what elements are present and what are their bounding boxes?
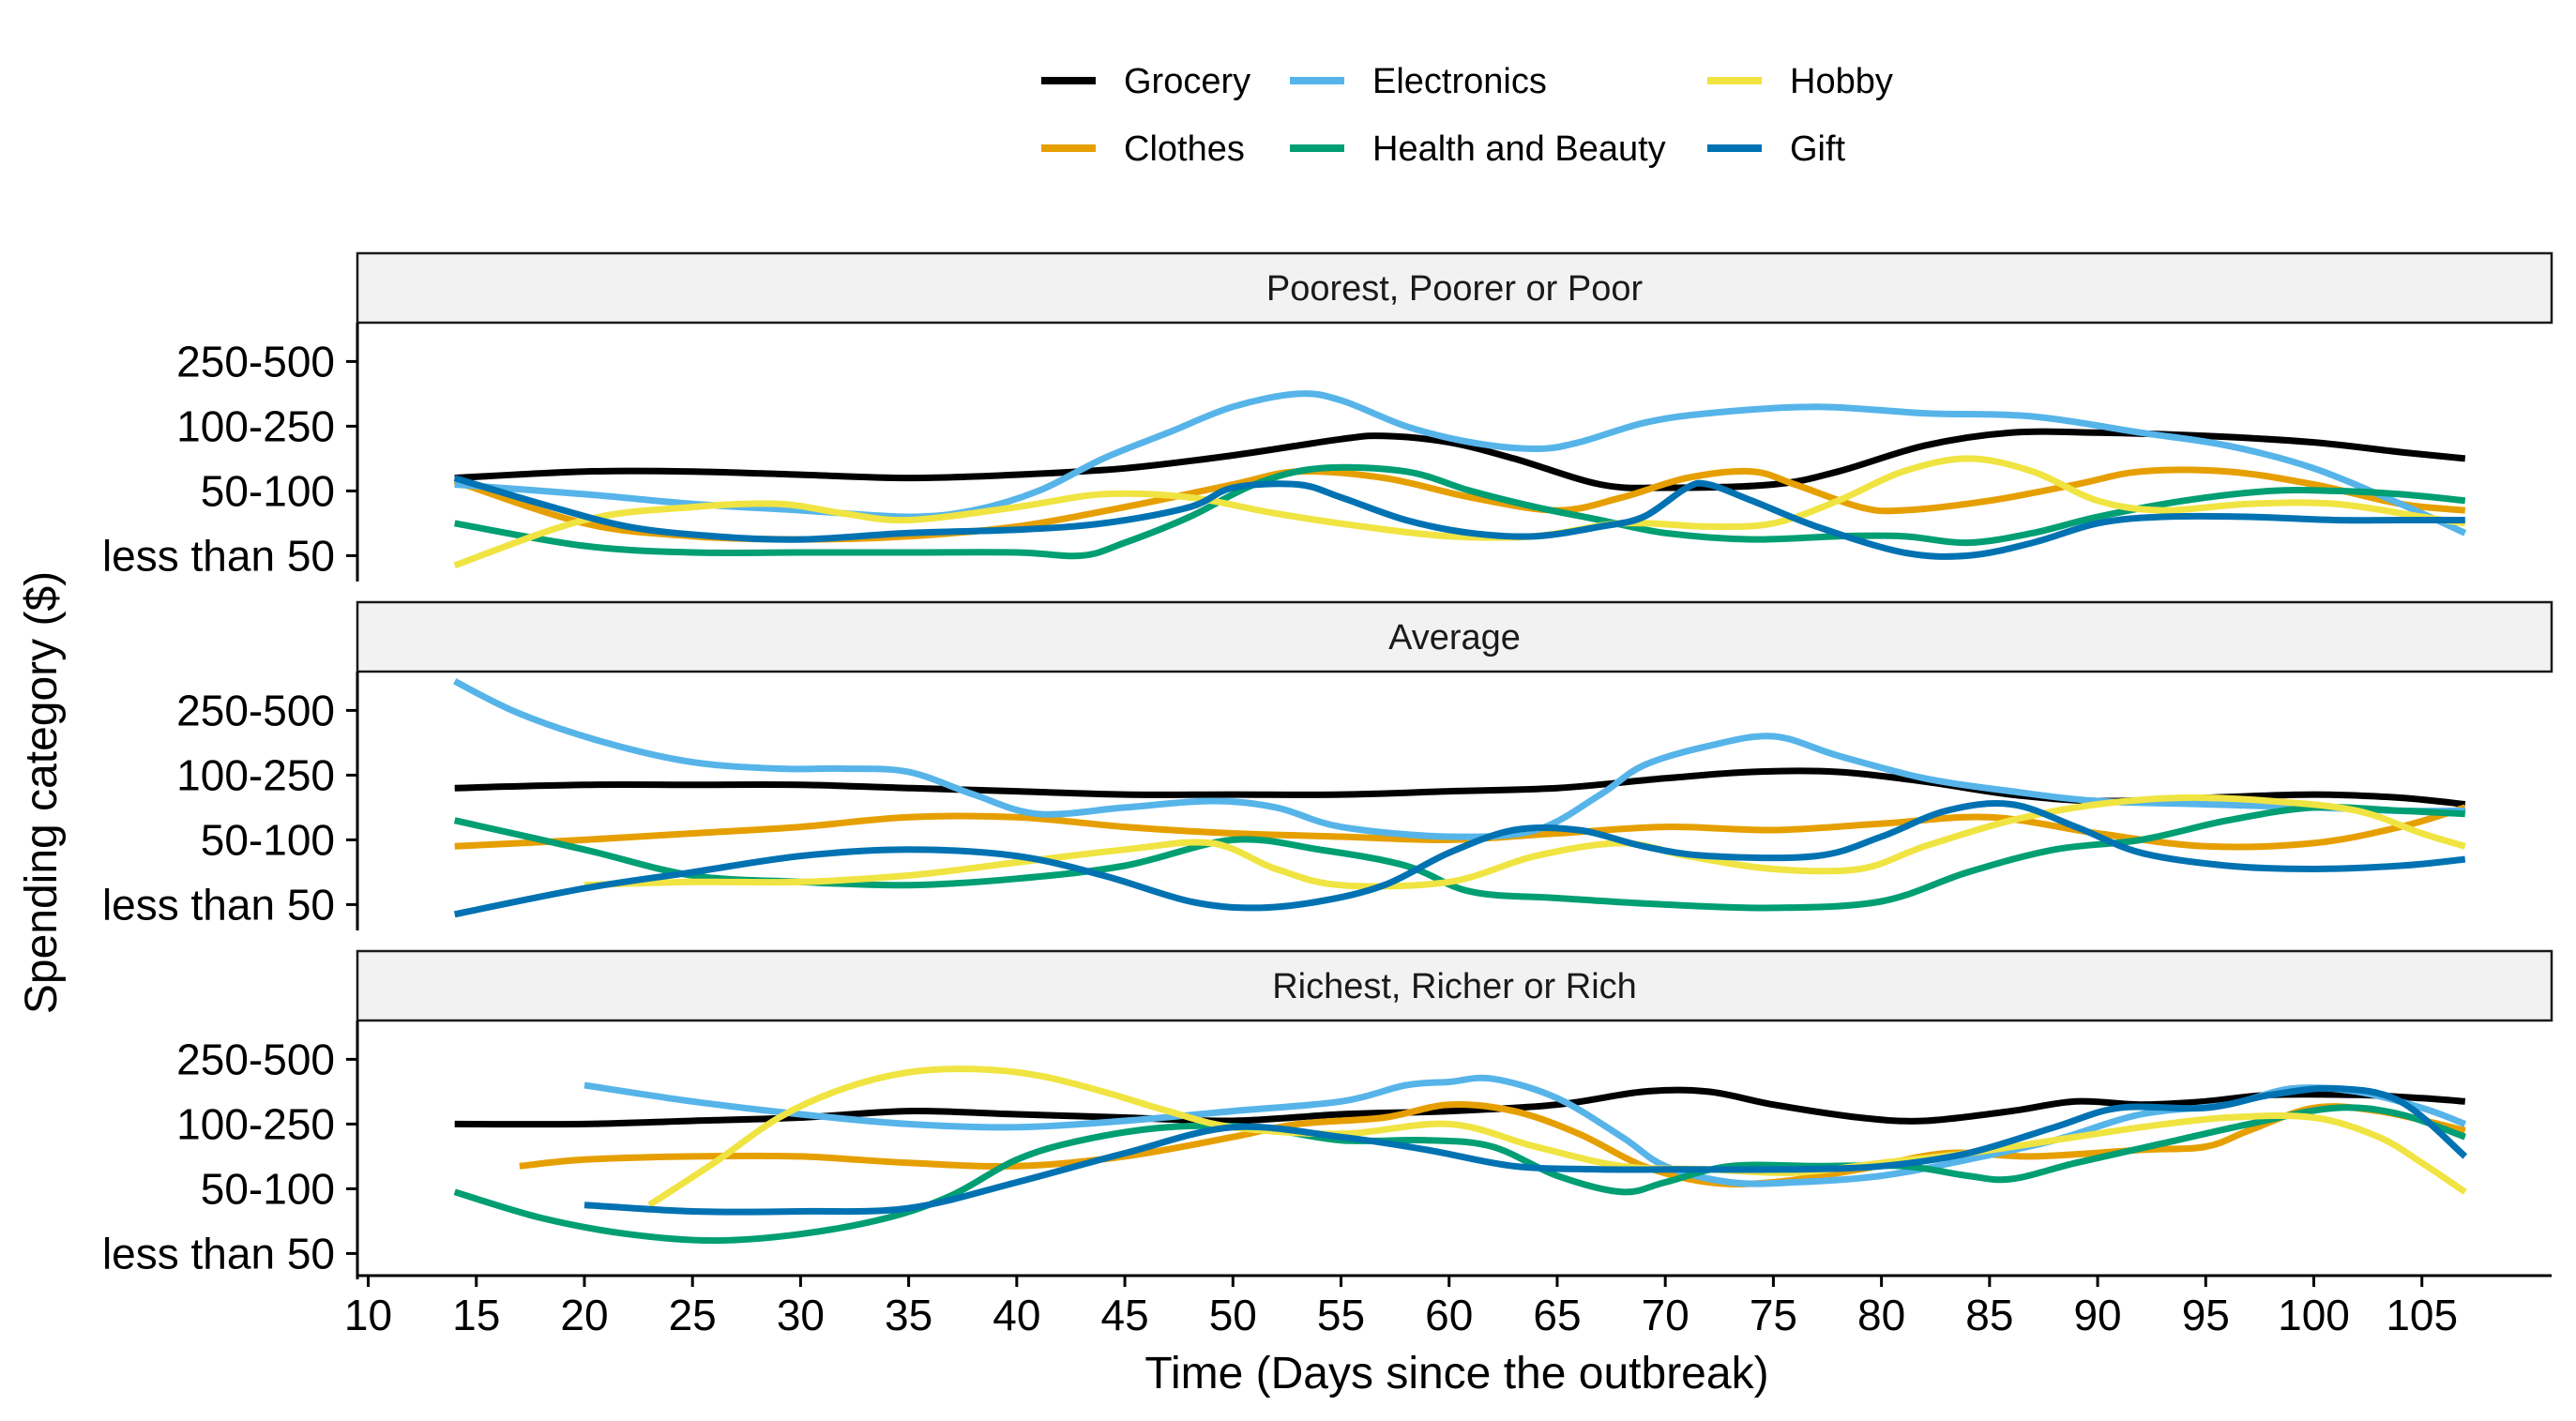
panel-3: Richest, Richer or Rich less than 50 50-10… bbox=[102, 949, 2553, 1279]
x-tick-label: 25 bbox=[669, 1291, 717, 1339]
facet-strip-label: Average bbox=[1388, 618, 1521, 658]
series-line-hobby bbox=[583, 794, 2466, 890]
legend-item-health: Health and Beauty bbox=[1290, 129, 1666, 169]
legend-label: Health and Beauty bbox=[1372, 129, 1666, 169]
facet-strip-label: Poorest, Poorer or Poor bbox=[1266, 269, 1644, 309]
x-tick-label: 30 bbox=[777, 1291, 825, 1339]
x-tick-label: 10 bbox=[344, 1291, 392, 1339]
series-line-clothes bbox=[519, 1100, 2466, 1187]
facet-strip-label: Richest, Richer or Rich bbox=[1272, 967, 1637, 1006]
panel-1: Poorest, Poorer or Poor less than 50 50-10… bbox=[102, 251, 2553, 582]
x-tick-label: 95 bbox=[2182, 1291, 2230, 1339]
y-axis-title: Spending category ($) bbox=[17, 571, 67, 1014]
legend-item-grocery: Grocery bbox=[1041, 62, 1250, 101]
legend-item-gift: Gift bbox=[1707, 129, 1846, 169]
x-axis-title: Time (Days since the outbreak) bbox=[1144, 1349, 1768, 1398]
x-tick-label: 35 bbox=[885, 1291, 932, 1339]
series-line-health bbox=[453, 1104, 2466, 1245]
x-tick-label: 85 bbox=[1965, 1291, 2013, 1339]
legend-label: Hobby bbox=[1790, 62, 1893, 101]
y-tick-label: 250-500 bbox=[176, 1035, 335, 1083]
x-tick-label: 75 bbox=[1750, 1291, 1797, 1339]
legend-label: Electronics bbox=[1372, 62, 1547, 101]
x-tick-label: 40 bbox=[993, 1291, 1040, 1339]
x-tick-label: 15 bbox=[452, 1291, 500, 1339]
x-tick-label: 65 bbox=[1533, 1291, 1581, 1339]
x-tick-label: 45 bbox=[1100, 1291, 1148, 1339]
x-axis: 10 15 20 25 30 35 40 45 50 55 60 65 70 75 80 85 90 95 100 1… bbox=[344, 1274, 2552, 1339]
x-tick-label: 20 bbox=[560, 1291, 608, 1339]
series-line-gift bbox=[453, 475, 2465, 560]
y-tick-label: 250-500 bbox=[176, 337, 335, 385]
y-tick-label: 100-250 bbox=[176, 401, 335, 450]
panel-2: Average less than 50 50-100 100-250 250-500 bbox=[102, 600, 2553, 930]
y-tick-label: 100-250 bbox=[176, 1099, 335, 1148]
facet-strip bbox=[356, 600, 2553, 673]
y-tick-label: 50-100 bbox=[201, 466, 335, 515]
x-tick-label: 60 bbox=[1425, 1291, 1473, 1339]
series-line-grocery bbox=[454, 1086, 2466, 1128]
x-tick-label: 70 bbox=[1642, 1291, 1690, 1339]
y-tick-label: less than 50 bbox=[102, 1229, 335, 1277]
series-line-electronics bbox=[453, 678, 2465, 840]
x-tick-label: 90 bbox=[2073, 1291, 2121, 1339]
facet-strip bbox=[356, 949, 2553, 1022]
y-tick-label: 50-100 bbox=[201, 1164, 335, 1213]
facet-strip bbox=[356, 251, 2553, 325]
y-tick-label: 100-250 bbox=[176, 750, 335, 799]
x-tick-label: 55 bbox=[1317, 1291, 1365, 1339]
x-tick-label: 80 bbox=[1857, 1291, 1905, 1339]
legend-item-electronics: Electronics bbox=[1290, 62, 1547, 101]
legend: Grocery Clothes Electronics Health and Beau… bbox=[1041, 62, 1893, 169]
series-line-gift bbox=[583, 1084, 2468, 1216]
legend-item-clothes: Clothes bbox=[1041, 129, 1245, 169]
facet-panels: Poorest, Poorer or Poor less than 50 50-10… bbox=[102, 251, 2553, 1279]
x-tick-label: 100 bbox=[2278, 1291, 2350, 1339]
legend-label: Clothes bbox=[1124, 129, 1245, 169]
series-line-hobby bbox=[647, 1066, 2467, 1208]
x-tick-label: 50 bbox=[1209, 1291, 1257, 1339]
y-tick-label: less than 50 bbox=[102, 880, 335, 929]
x-tick-label: 105 bbox=[2386, 1291, 2458, 1339]
y-tick-label: less than 50 bbox=[102, 531, 335, 580]
legend-item-hobby: Hobby bbox=[1707, 62, 1893, 101]
series-line-gift bbox=[453, 800, 2466, 918]
y-tick-label: 250-500 bbox=[176, 686, 335, 734]
legend-label: Gift bbox=[1790, 129, 1846, 169]
y-tick-label: 50-100 bbox=[201, 815, 335, 864]
legend-label: Grocery bbox=[1124, 62, 1250, 101]
